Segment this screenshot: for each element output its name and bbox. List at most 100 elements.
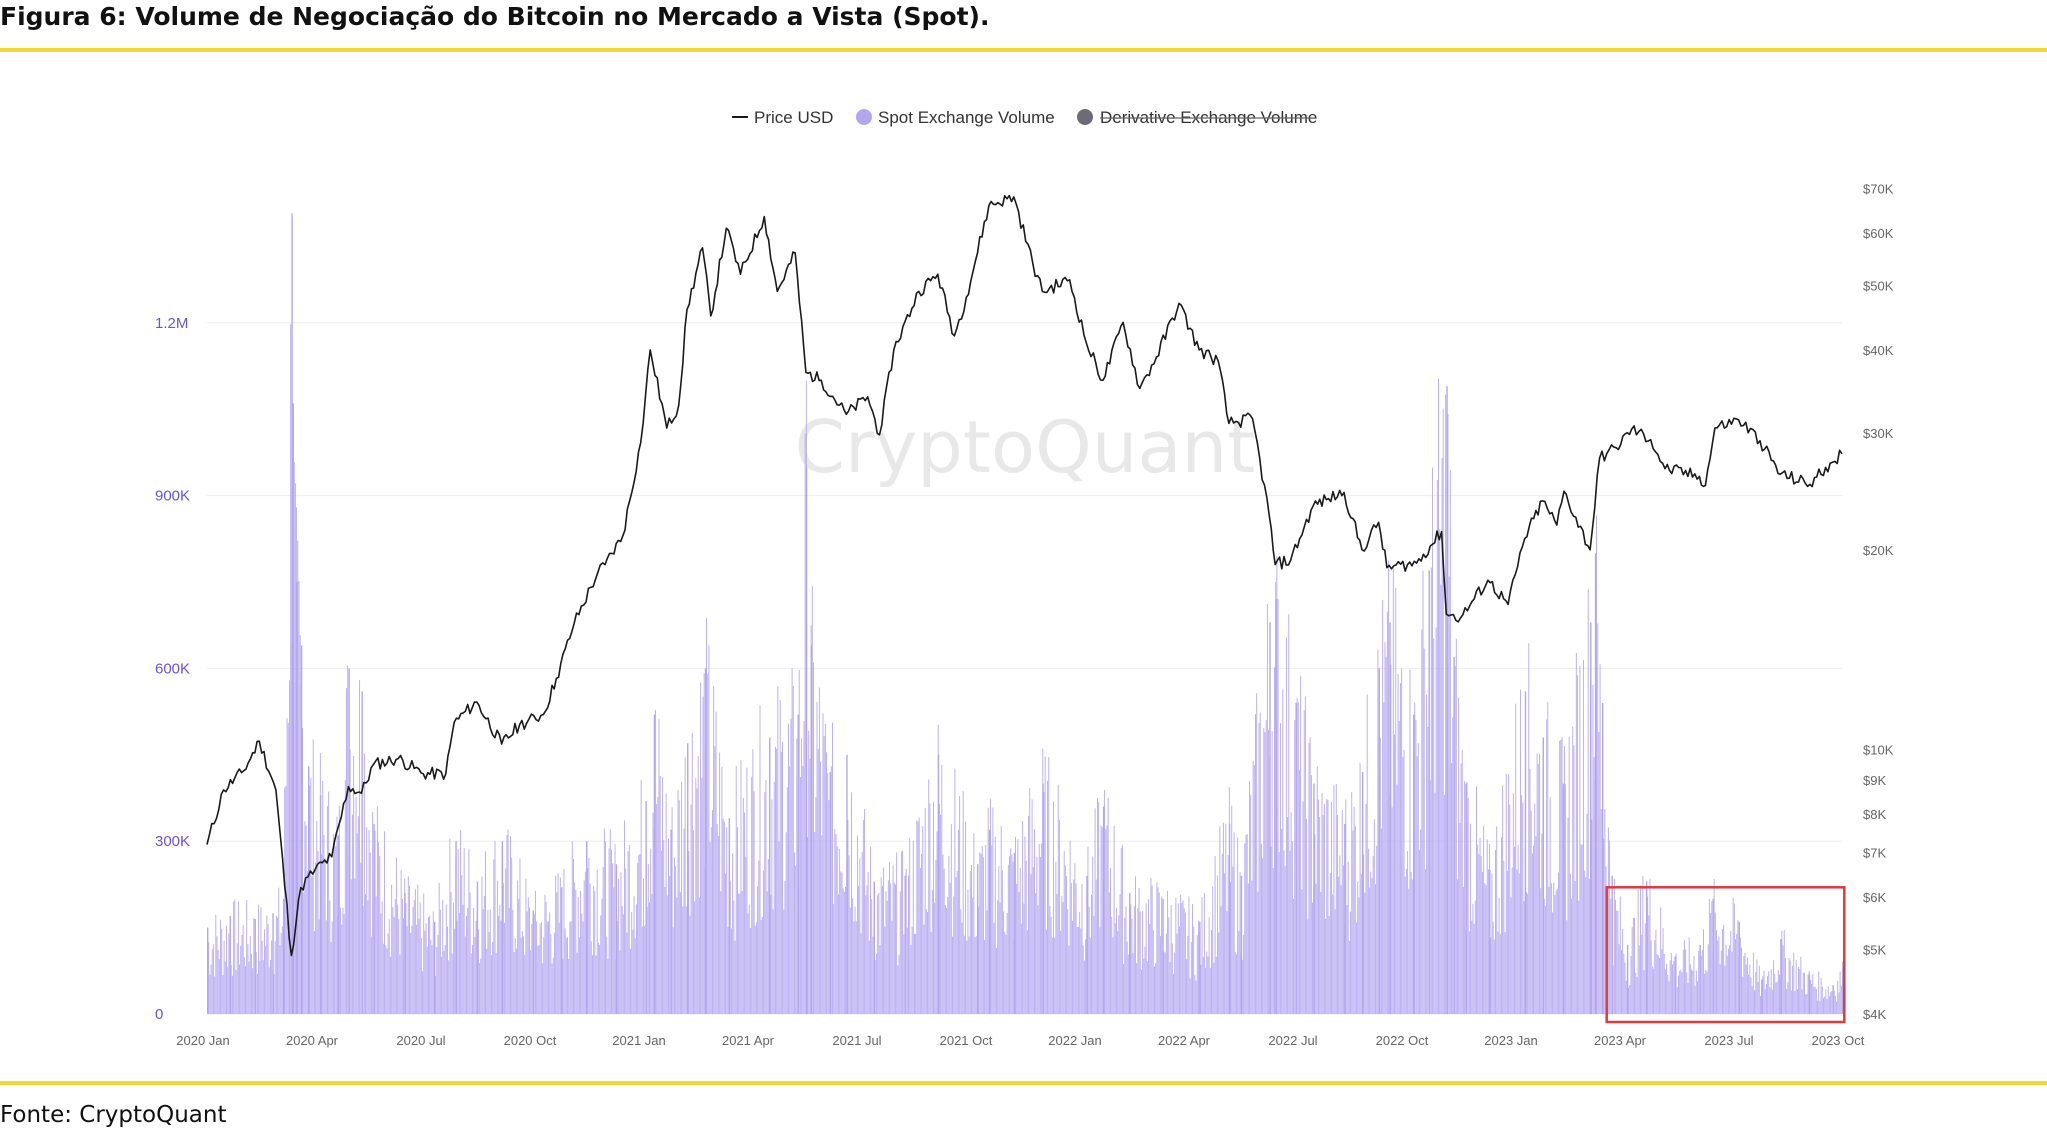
volume-bar bbox=[247, 944, 249, 1014]
volume-bar bbox=[1062, 901, 1064, 1014]
volume-bar bbox=[511, 857, 513, 1014]
volume-bar bbox=[760, 919, 762, 1014]
volume-bar bbox=[1026, 930, 1028, 1014]
volume-bar bbox=[1069, 840, 1071, 1014]
volume-bar bbox=[264, 929, 265, 1014]
volume-bar bbox=[879, 945, 881, 1014]
volume-bar bbox=[1356, 922, 1357, 1014]
volume-spike bbox=[1275, 599, 1277, 1014]
volume-bar bbox=[973, 833, 975, 1014]
volume-spike bbox=[283, 898, 285, 1014]
volume-bar bbox=[1480, 856, 1482, 1014]
volume-bar bbox=[735, 765, 737, 1014]
volume-bar bbox=[1555, 890, 1557, 1014]
legend-item-spot-volume[interactable]: Spot Exchange Volume bbox=[856, 108, 1055, 127]
volume-bar bbox=[1460, 763, 1462, 1014]
volume-bar bbox=[544, 894, 546, 1014]
volume-bar bbox=[1599, 663, 1601, 1014]
legend-item-price[interactable]: Price USD bbox=[732, 108, 833, 127]
volume-bar bbox=[1730, 931, 1732, 1014]
volume-bar bbox=[853, 921, 855, 1014]
volume-bar bbox=[436, 946, 438, 1014]
chart-legend[interactable]: Price USD Spot Exchange Volume Derivativ… bbox=[732, 108, 1317, 127]
volume-spike bbox=[1269, 622, 1271, 1014]
volume-bar bbox=[771, 799, 773, 1014]
volume-spike bbox=[670, 829, 672, 1014]
volume-bar bbox=[911, 926, 913, 1014]
x-tick-label: 2023 Apr bbox=[1594, 1033, 1647, 1048]
volume-bar bbox=[523, 936, 525, 1014]
volume-bar bbox=[1377, 649, 1379, 1014]
volume-bar bbox=[1120, 847, 1122, 1014]
volume-bar bbox=[1653, 968, 1655, 1014]
volume-bar bbox=[1752, 952, 1754, 1014]
volume-bar bbox=[706, 618, 708, 1014]
volume-bar bbox=[652, 812, 654, 1014]
legend-item-derivative-volume[interactable]: Derivative Exchange Volume bbox=[1077, 108, 1317, 127]
volume-bar bbox=[1035, 893, 1037, 1014]
volume-bar bbox=[418, 918, 420, 1014]
volume-bar bbox=[1302, 801, 1304, 1014]
volume-bar bbox=[859, 858, 861, 1014]
volume-bar bbox=[1310, 775, 1312, 1014]
volume-bar bbox=[997, 900, 999, 1014]
volume-bar bbox=[1032, 867, 1034, 1014]
volume-bar bbox=[240, 945, 242, 1014]
volume-bar bbox=[228, 933, 230, 1014]
volume-bar bbox=[1662, 928, 1664, 1014]
volume-bar bbox=[245, 966, 246, 1014]
left-tick-label: 0 bbox=[155, 1006, 163, 1023]
x-tick-label: 2021 Jul bbox=[832, 1033, 881, 1048]
volume-bar bbox=[682, 906, 684, 1014]
volume-bar bbox=[1686, 972, 1688, 1014]
volume-bar bbox=[482, 909, 484, 1014]
volume-bar bbox=[836, 846, 838, 1014]
right-tick-label: $9K bbox=[1863, 773, 1886, 788]
volume-bar bbox=[776, 748, 778, 1014]
volume-bar bbox=[1063, 851, 1065, 1014]
volume-bar bbox=[1637, 889, 1639, 1014]
volume-bar bbox=[1123, 963, 1125, 1014]
chart: Price USD Spot Exchange Volume Derivativ… bbox=[155, 108, 1894, 1048]
left-axis-ticks: 0 300K 600K 900K 1.2M bbox=[155, 315, 190, 1023]
volume-spike bbox=[1162, 898, 1164, 1014]
volume-bar bbox=[599, 944, 601, 1014]
volume-bar bbox=[1648, 915, 1650, 1014]
volume-bar bbox=[1490, 937, 1492, 1014]
volume-bar bbox=[1068, 945, 1070, 1014]
right-tick-label: $20K bbox=[1863, 543, 1894, 558]
volume-bar bbox=[1399, 683, 1401, 1014]
volume-bar bbox=[1119, 894, 1121, 1014]
volume-bar bbox=[632, 929, 634, 1014]
volume-bar bbox=[1498, 898, 1500, 1014]
volume-bar bbox=[1238, 930, 1240, 1014]
volume-bar bbox=[630, 948, 631, 1014]
volume-bar bbox=[1077, 926, 1079, 1014]
volume-bar bbox=[696, 788, 698, 1014]
volume-bar bbox=[856, 835, 858, 1014]
volume-bar bbox=[956, 871, 958, 1014]
volume-bar bbox=[1196, 935, 1198, 1014]
volume-bar bbox=[1189, 978, 1191, 1014]
volume-bar bbox=[955, 877, 957, 1014]
volume-bar bbox=[1360, 873, 1362, 1014]
volume-bar bbox=[1486, 839, 1488, 1014]
volume-bar bbox=[252, 968, 254, 1014]
volume-bar bbox=[1369, 887, 1371, 1014]
volume-bar bbox=[1234, 952, 1236, 1014]
volume-bar bbox=[884, 926, 886, 1014]
volume-bar bbox=[1630, 956, 1632, 1014]
volume-spike bbox=[561, 887, 563, 1014]
volume-bar bbox=[1244, 843, 1246, 1014]
volume-bar bbox=[379, 856, 381, 1014]
volume-bar bbox=[1815, 989, 1817, 1014]
volume-bar bbox=[1550, 883, 1552, 1014]
volume-bar bbox=[329, 900, 331, 1014]
volume-bar bbox=[906, 927, 908, 1014]
volume-bar bbox=[493, 859, 495, 1014]
volume-bar bbox=[321, 854, 323, 1014]
volume-bar bbox=[727, 927, 729, 1014]
volume-spike bbox=[1524, 691, 1527, 1014]
volume-bar bbox=[1755, 971, 1757, 1014]
volume-bar bbox=[843, 891, 845, 1014]
